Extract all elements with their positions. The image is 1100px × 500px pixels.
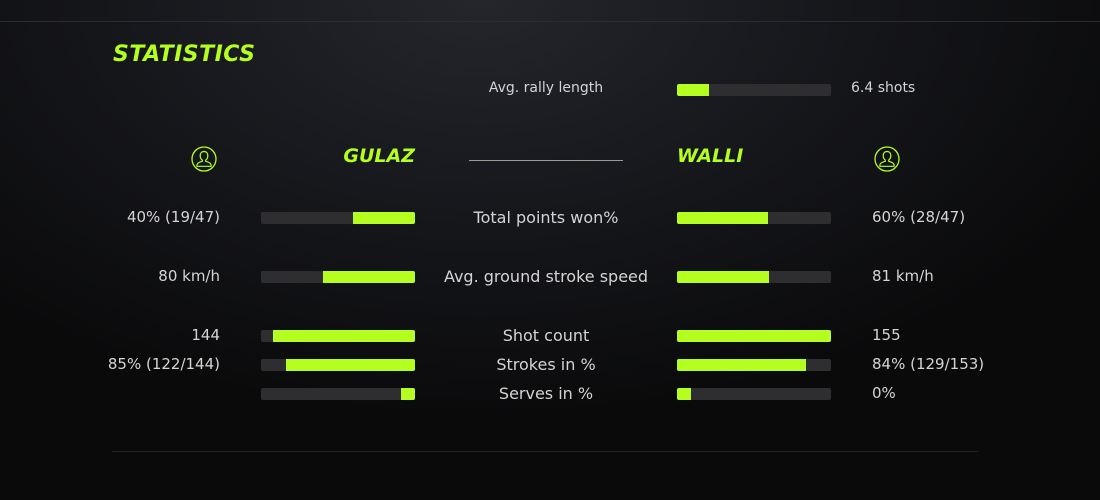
stat-left-bar [261,212,415,224]
stat-right-bar [677,330,831,342]
stat-left-value: 85% (122/144) [107,355,220,373]
stat-right-fill [677,388,691,400]
stat-left-fill [285,359,415,371]
player-left-name: GULAZ [343,145,415,167]
stat-left-fill [401,388,415,400]
user-circle-icon [191,146,217,172]
stat-left-bar [261,388,415,400]
stat-left-value: 80 km/h [158,267,220,285]
top-divider [0,21,1100,22]
stat-right-fill [677,271,770,283]
rally-value: 6.4 shots [851,80,916,96]
stat-left-bar [261,359,415,371]
stat-right-bar [677,212,831,224]
stat-label: Strokes in % [496,355,596,374]
stat-right-value: 81 km/h [872,267,934,285]
stat-label: Total points won% [473,208,619,227]
stat-left-value: 40% (19/47) [126,208,220,226]
stat-label: Serves in % [498,384,594,403]
stat-left-fill [322,271,415,283]
stat-right-value: 155 [872,326,901,344]
stat-label: Shot count [502,326,590,345]
stat-left-bar [261,330,415,342]
stat-label: Avg. ground stroke speed [443,267,649,286]
bottom-divider [112,451,978,452]
rally-bar [677,84,831,96]
stat-right-value: 0% [872,384,896,402]
rally-label: Avg. rally length [488,80,604,96]
stat-left-fill [273,330,415,342]
stat-right-value: 84% (129/153) [872,355,985,373]
stat-right-value: 60% (28/47) [872,208,966,226]
stat-left-fill [353,212,415,224]
player-right-name: WALLI [677,145,744,167]
page-title: STATISTICS [113,42,256,67]
stat-left-bar [261,271,415,283]
center-divider [469,160,623,161]
stat-right-bar [677,388,831,400]
stat-right-fill [677,212,768,224]
stat-right-fill [677,330,831,342]
user-circle-icon [874,146,900,172]
stat-right-bar [677,271,831,283]
stat-left-value: 144 [191,326,220,344]
stat-right-fill [677,359,807,371]
stat-right-bar [677,359,831,371]
